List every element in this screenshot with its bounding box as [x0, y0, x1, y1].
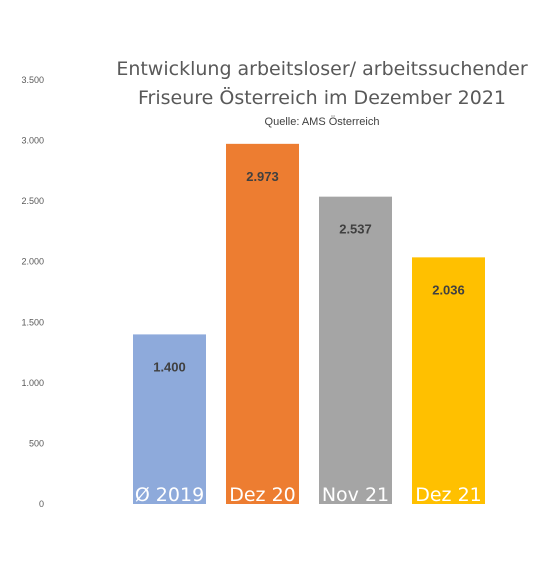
y-tick-label: 1.500: [21, 317, 44, 327]
y-tick-label: 3.500: [21, 75, 44, 85]
bar: [226, 143, 299, 504]
bar: [412, 257, 485, 504]
y-tick-label: 500: [29, 438, 44, 448]
bars-group: 1.400 Ø 2019 2.973 Dez 20 2.537 Nov 21 2.036 De…: [133, 143, 485, 506]
data-label: 2.036: [432, 282, 465, 297]
y-axis: 0 500 1.000 1.500 2.000 2.500 3.000 3.500: [21, 75, 44, 509]
y-tick-label: 1.000: [21, 378, 44, 388]
y-tick-label: 2.000: [21, 257, 44, 267]
data-label: 2.537: [339, 222, 372, 237]
y-tick-label: 2.500: [21, 196, 44, 206]
chart-title-line-1: Entwicklung arbeitsloser/ arbeitssuchend…: [116, 58, 528, 80]
category-label: Nov 21: [322, 484, 389, 506]
category-label: Dez 21: [415, 484, 482, 506]
data-label: 2.973: [246, 169, 279, 184]
chart-title-line-2: Friseure Österreich im Dezember 2021: [138, 86, 506, 109]
y-tick-label: 0: [39, 499, 44, 509]
chart-subtitle: Quelle: AMS Österreich: [265, 116, 380, 128]
data-label: 1.400: [153, 359, 186, 374]
category-label: Ø 2019: [135, 484, 204, 506]
category-label: Dez 20: [229, 484, 296, 506]
bar: [133, 334, 206, 504]
y-tick-label: 3.000: [21, 136, 44, 146]
bar: [319, 196, 392, 504]
